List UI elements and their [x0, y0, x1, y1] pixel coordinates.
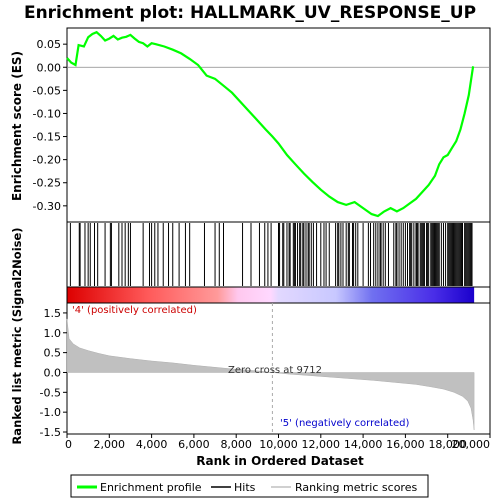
- es-y-tick-label: -0.30: [33, 200, 61, 213]
- es-y-label: Enrichment score (ES): [10, 51, 24, 201]
- metric-y-tick-label: 1.5: [44, 307, 62, 320]
- legend-item-enrichment-profile: Enrichment profile: [77, 481, 202, 494]
- chart-title: Enrichment plot: HALLMARK_UV_RESPONSE_UP: [24, 3, 476, 23]
- legend-box: [70, 474, 429, 498]
- x-tick-label: 12,000: [302, 438, 341, 451]
- metric-y-label: Ranked list metric (Signal2Noise): [10, 227, 24, 444]
- metric-y-tick-label: 0.5: [44, 347, 62, 360]
- es-y-tick-label: -0.10: [33, 107, 61, 120]
- hits-panel: [66, 221, 491, 288]
- metric-y-tick-label: -0.5: [40, 386, 61, 399]
- es-y-tick-label: 0.00: [37, 61, 62, 74]
- x-tick-label: 2,000: [94, 438, 126, 451]
- rank-colorbar: [66, 286, 491, 304]
- es-y-tick-label: -0.25: [33, 177, 61, 190]
- es-y-ticks: 0.05 0.00 -0.05 -0.10 -0.15 -0.20 -0.25 -0.30: [33, 38, 67, 213]
- x-tick-label: 10,000: [259, 438, 298, 451]
- ranking-metric-area: [66, 318, 475, 431]
- negative-correlation-label: '5' (negatively correlated): [280, 418, 409, 429]
- legend-item-hits: Hits: [211, 481, 256, 494]
- x-axis-label: Rank in Ordered Dataset: [196, 454, 364, 468]
- legend-label-enrichment: Enrichment profile: [100, 481, 202, 494]
- es-y-tick-label: -0.05: [33, 84, 61, 97]
- legend-label-ranking: Ranking metric scores: [295, 481, 417, 494]
- x-tick-label: 16,000: [386, 438, 425, 451]
- metric-y-tick-label: -1.0: [40, 406, 61, 419]
- legend-item-ranking-metric: Ranking metric scores: [271, 481, 417, 494]
- es-y-tick-label: 0.05: [37, 38, 62, 51]
- x-tick-label: 20,000: [452, 438, 491, 451]
- colorbar-gradient: [67, 287, 475, 303]
- es-y-tick-label: -0.20: [33, 154, 61, 167]
- es-y-tick-label: -0.15: [33, 131, 61, 144]
- metric-y-ticks: 1.5 1.0 0.5 0.0 -0.5 -1.0 -1.5: [40, 307, 67, 439]
- x-axis-ticks: 0 2,000 4,000 6,000 8,000 10,000 12,000 14,000 1…: [65, 434, 491, 451]
- enrichment-profile-line: [66, 30, 475, 218]
- x-tick-label: 8,000: [220, 438, 252, 451]
- metric-y-tick-label: 0.0: [44, 366, 62, 379]
- x-tick-label: 14,000: [344, 438, 383, 451]
- x-tick-label: 4,000: [136, 438, 168, 451]
- es-panel-frame: [66, 27, 491, 223]
- positive-correlation-label: '4' (positively correlated): [72, 305, 197, 316]
- x-tick-label: 6,000: [178, 438, 210, 451]
- zero-cross-label: Zero cross at 9712: [228, 365, 322, 376]
- x-tick-label: 18,000: [428, 438, 467, 451]
- metric-y-tick-label: 1.0: [44, 327, 62, 340]
- x-tick-label: 0: [65, 438, 72, 451]
- hit-lines: [69, 223, 473, 286]
- metric-y-tick-label: -1.5: [40, 426, 61, 439]
- es-panel: 0.05 0.00 -0.05 -0.10 -0.15 -0.20 -0.25 -0.30 E…: [10, 27, 491, 223]
- legend: Enrichment profile Hits Ranking metric s…: [70, 474, 429, 498]
- metric-panel: 1.5 1.0 0.5 0.0 -0.5 -1.0 -1.5 '4' (positively…: [10, 227, 491, 445]
- legend-label-hits: Hits: [234, 481, 256, 494]
